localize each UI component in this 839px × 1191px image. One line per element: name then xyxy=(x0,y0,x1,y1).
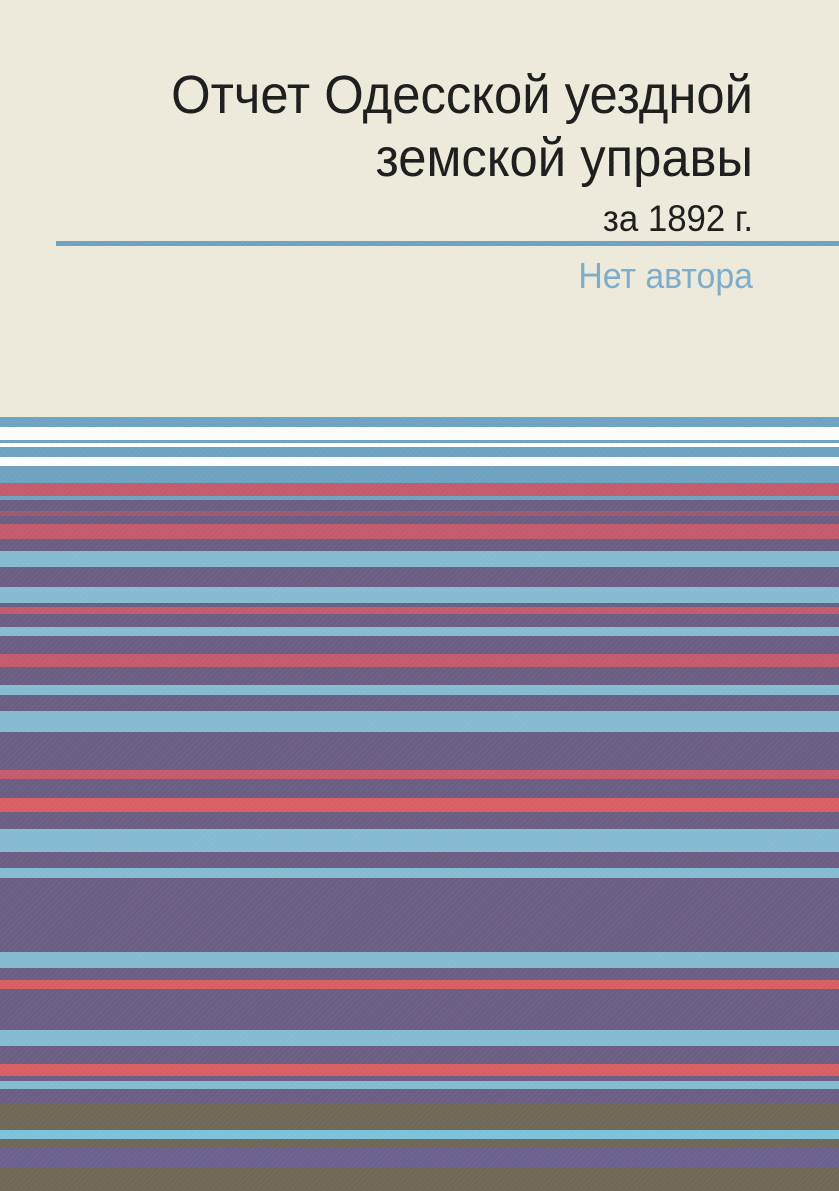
stripe-lightblue xyxy=(0,952,839,968)
stripe-rose xyxy=(0,770,839,779)
title-block: Отчет Одесской уездной земской управы за… xyxy=(83,64,753,239)
stripe-rose xyxy=(0,607,839,614)
stripe-maroon xyxy=(0,511,839,516)
stripe-lightblue xyxy=(0,587,839,603)
stripe-steelblue xyxy=(0,496,839,500)
stripe-purple xyxy=(0,1046,839,1064)
stripe-lightblue xyxy=(0,1081,839,1089)
stripe-steelblue xyxy=(0,447,839,457)
stripe-steelblue xyxy=(0,466,839,483)
stripe-violet xyxy=(0,1148,839,1167)
stripe-coral xyxy=(0,1064,839,1076)
stripe-rose xyxy=(0,483,839,496)
stripe-coral xyxy=(0,798,839,812)
stripe-rose xyxy=(0,524,839,539)
stripe-purple xyxy=(0,989,839,1030)
horizontal-rule xyxy=(56,241,839,246)
author-name: Нет автора xyxy=(578,255,753,296)
stripe-purple xyxy=(0,636,839,654)
stripe-white xyxy=(0,443,839,447)
book-title-line-1: Отчет Одесской уездной xyxy=(171,65,753,125)
stripe-purple xyxy=(0,852,839,868)
stripe-purple xyxy=(0,779,839,798)
stripe-purple xyxy=(0,695,839,711)
stripe-lightblue xyxy=(0,685,839,695)
stripe-steelblue xyxy=(0,417,839,427)
stripe-lightblue xyxy=(0,711,839,732)
stripe-taupe xyxy=(0,1139,839,1148)
stripe-purple xyxy=(0,614,839,627)
stripe-lightblue xyxy=(0,627,839,636)
stripe-purple xyxy=(0,516,839,524)
stripe-lightblue xyxy=(0,829,839,852)
stripe-lightblue xyxy=(0,551,839,567)
stripe-lightblue xyxy=(0,1030,839,1046)
book-subtitle-year: за 1892 г. xyxy=(602,198,753,239)
stripe-white xyxy=(0,427,839,440)
stripe-cyan xyxy=(0,1130,839,1139)
stripe-lightblue xyxy=(0,868,839,878)
stripe-white xyxy=(0,457,839,466)
stripe-purple xyxy=(0,968,839,980)
stripe-taupe xyxy=(0,1103,839,1130)
stripe-taupe xyxy=(0,1167,839,1191)
stripe-purple xyxy=(0,1089,839,1103)
stripe-purple xyxy=(0,539,839,551)
stripe-purple xyxy=(0,878,839,952)
stripe-purple xyxy=(0,1076,839,1081)
stripe-purple xyxy=(0,812,839,829)
stripe-pattern xyxy=(0,417,839,1191)
stripe-purple xyxy=(0,567,839,587)
stripe-rose xyxy=(0,654,839,667)
book-title-line-2: земской управы xyxy=(375,128,753,188)
stripe-purple xyxy=(0,603,839,607)
stripe-steelblue xyxy=(0,440,839,443)
stripe-coral xyxy=(0,980,839,989)
stripe-purple xyxy=(0,500,839,511)
stripe-purple xyxy=(0,667,839,685)
stripe-purple xyxy=(0,732,839,770)
